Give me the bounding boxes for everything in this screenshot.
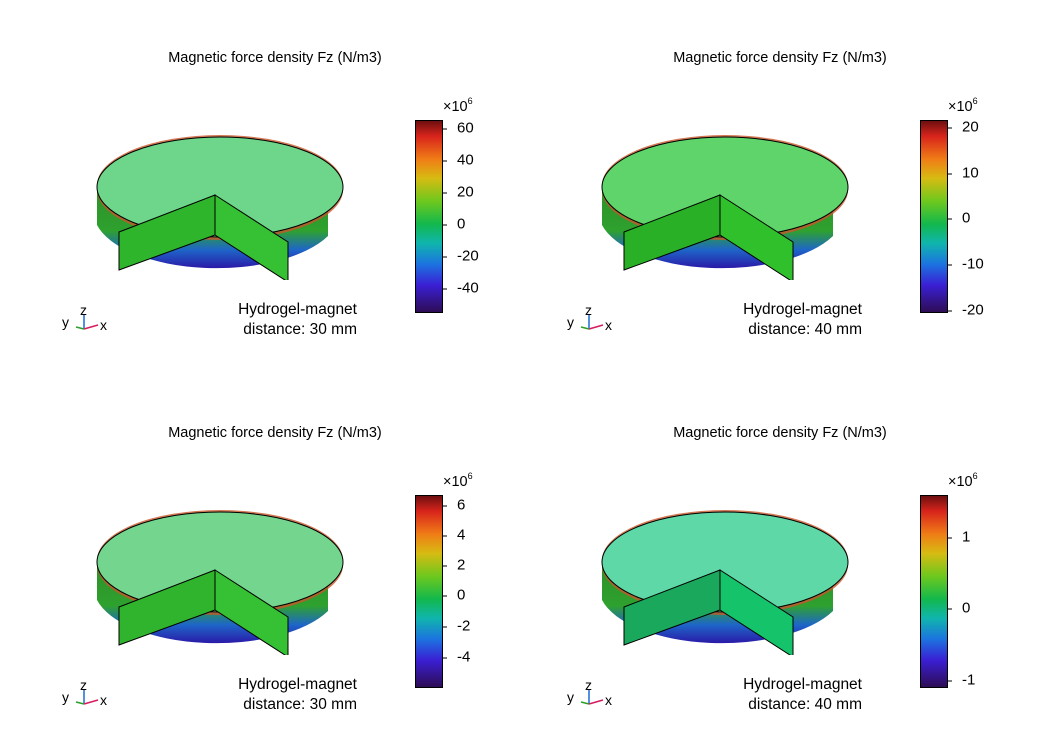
colorbar-tick: 1	[948, 530, 970, 545]
annotation: Hydrogel-magnet distance: 30 mm	[180, 675, 357, 715]
colorbar-tick: -2	[443, 619, 470, 634]
chart-panel: Magnetic force density Fz (N/m3) ×106 20…	[505, 0, 1005, 360]
colorbar-multiplier: ×106	[443, 471, 473, 490]
annotation-line: Hydrogel-magnet	[743, 676, 862, 693]
colorbar-tick: -20	[948, 303, 984, 318]
annotation-line: distance: 40 mm	[748, 696, 862, 713]
axis-x-label: x	[100, 692, 107, 708]
annotation-line: distance: 40 mm	[748, 321, 862, 338]
cut-face-right	[719, 194, 794, 280]
annotation-line: Hydrogel-magnet	[238, 301, 357, 318]
colorbar-tick: 2	[443, 558, 465, 573]
annotation: Hydrogel-magnet distance: 40 mm	[685, 300, 862, 340]
chart-panel: Magnetic force density Fz (N/m3) ×106 6 …	[0, 375, 500, 735]
axis-y-label: y	[62, 314, 69, 330]
colorbar-tick: 0	[443, 217, 465, 232]
colorbar-multiplier: ×106	[948, 471, 978, 490]
colorbar-tick: -40	[443, 281, 479, 296]
chart-panel: Magnetic force density Fz (N/m3) ×106 60…	[0, 0, 500, 360]
colorbar-tick: -4	[443, 650, 470, 665]
axis-y-label: y	[567, 689, 574, 705]
colorbar	[415, 120, 443, 313]
colorbar-tick: 0	[443, 588, 465, 603]
axis-z-label: z	[80, 303, 87, 318]
axis-x-label: x	[605, 692, 612, 708]
axis-x-label: x	[100, 317, 107, 333]
axes-triad-icon: y z x	[62, 303, 107, 333]
axes-triad-icon: y z x	[567, 678, 612, 708]
colorbar-tick: 0	[948, 601, 970, 616]
axis-z-label: z	[585, 303, 592, 318]
disc-plot	[96, 135, 344, 280]
colorbar-tick: -20	[443, 249, 479, 264]
colorbar-tick: 60	[443, 121, 474, 136]
disc-plot	[96, 510, 344, 655]
chart-title: Magnetic force density Fz (N/m3)	[168, 425, 382, 441]
colorbar-tick: 40	[443, 153, 474, 168]
disc-plot	[601, 510, 849, 655]
colorbar-tick: 10	[948, 166, 979, 181]
colorbar-tick: 0	[948, 211, 970, 226]
cut-face-right	[719, 569, 794, 655]
colorbar-multiplier: ×106	[443, 96, 473, 115]
colorbar-tick: -10	[948, 257, 984, 272]
annotation-line: Hydrogel-magnet	[743, 301, 862, 318]
axis-z-label: z	[80, 678, 87, 693]
annotation-line: distance: 30 mm	[243, 696, 357, 713]
axis-z-label: z	[585, 678, 592, 693]
chart-title: Magnetic force density Fz (N/m3)	[673, 50, 887, 66]
colorbar-tick: 4	[443, 528, 465, 543]
colorbar-tick: 20	[443, 185, 474, 200]
annotation-line: distance: 30 mm	[243, 321, 357, 338]
colorbar-tick: 6	[443, 498, 465, 513]
annotation-line: Hydrogel-magnet	[238, 676, 357, 693]
colorbar	[415, 495, 443, 688]
axis-y-label: y	[62, 689, 69, 705]
axes-triad-icon: y z x	[62, 678, 107, 708]
axes-triad-icon: y z x	[567, 303, 612, 333]
annotation: Hydrogel-magnet distance: 30 mm	[180, 300, 357, 340]
cut-face-right	[214, 194, 289, 280]
cut-face-right	[214, 569, 289, 655]
colorbar-tick: -1	[948, 673, 975, 688]
colorbar	[920, 495, 948, 688]
colorbar	[920, 120, 948, 313]
axis-y-label: y	[567, 314, 574, 330]
axis-x-label: x	[605, 317, 612, 333]
colorbar-tick: 20	[948, 120, 979, 135]
colorbar-multiplier: ×106	[948, 96, 978, 115]
chart-panel: Magnetic force density Fz (N/m3) ×106 1 …	[505, 375, 1005, 735]
chart-title: Magnetic force density Fz (N/m3)	[673, 425, 887, 441]
disc-plot	[601, 135, 849, 280]
annotation: Hydrogel-magnet distance: 40 mm	[685, 675, 862, 715]
chart-title: Magnetic force density Fz (N/m3)	[168, 50, 382, 66]
